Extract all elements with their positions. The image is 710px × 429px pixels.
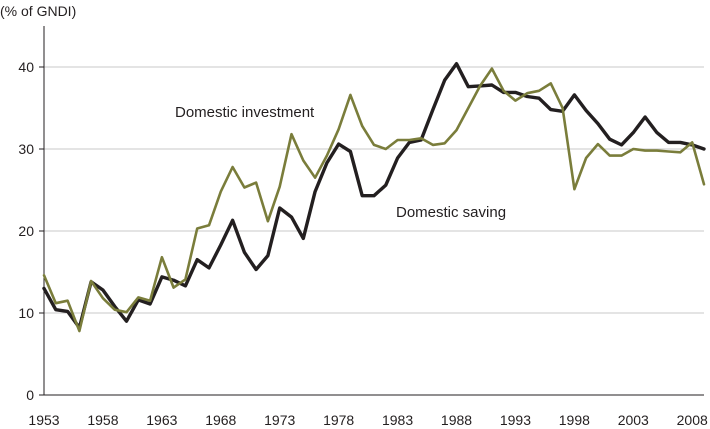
- x-tick-label: 2003: [618, 412, 649, 428]
- annotation-domestic-saving: Domestic saving: [396, 204, 506, 221]
- x-tick-label: 1953: [28, 412, 59, 428]
- x-tick-label: 1998: [559, 412, 590, 428]
- y-tick-label: 40: [18, 59, 34, 75]
- series-line-domestic-saving: [42, 67, 706, 333]
- annotation-domestic-investment: Domestic investment: [175, 104, 315, 121]
- x-tick-label: 2008: [677, 412, 708, 428]
- y-tick-label: 20: [18, 223, 34, 239]
- x-tick-label: 1993: [500, 412, 531, 428]
- x-tick-label: 1973: [264, 412, 295, 428]
- series-line-domestic-investment: [42, 62, 706, 330]
- y-tick-label: 30: [18, 141, 34, 157]
- y-tick-labels: 0 10 20 30 40: [18, 59, 34, 403]
- x-tick-label: 1968: [205, 412, 236, 428]
- x-tick-label: 1963: [146, 412, 177, 428]
- series-lines: [42, 62, 706, 333]
- y-axis-unit-label: (% of GNDI): [0, 3, 76, 19]
- horizontal-gridlines: [44, 66, 704, 314]
- y-tick-label: 10: [18, 305, 34, 321]
- x-tick-label: 1978: [323, 412, 354, 428]
- x-tick-label: 1988: [441, 412, 472, 428]
- x-tick-labels: 1953 1958 1963 1968 1973 1978 1983 1988 1993 1998…: [28, 412, 708, 428]
- x-tick-label: 1958: [87, 412, 118, 428]
- x-tick-label: 1983: [382, 412, 413, 428]
- axes: [39, 26, 704, 396]
- y-tick-label: 0: [26, 387, 34, 403]
